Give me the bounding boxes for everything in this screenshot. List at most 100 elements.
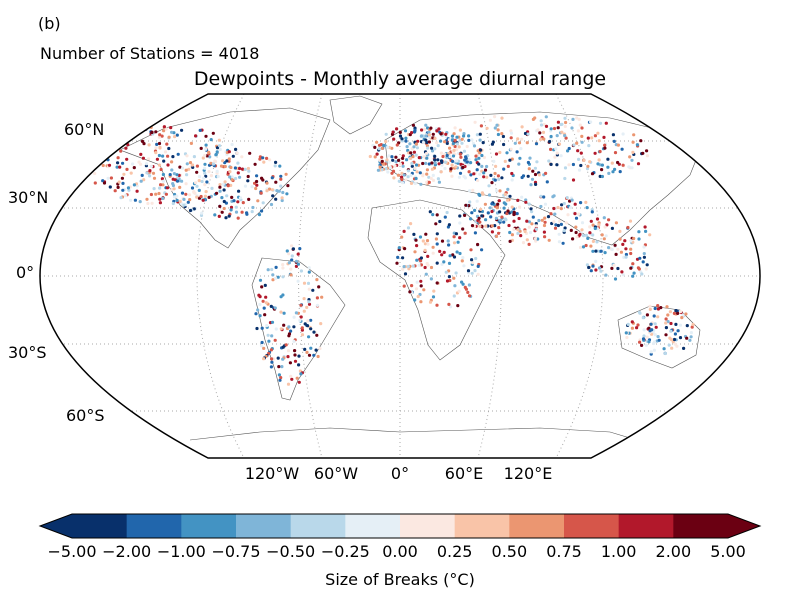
station-dot xyxy=(513,141,517,145)
station-dot xyxy=(411,155,415,159)
station-dot xyxy=(462,174,466,178)
station-dot xyxy=(555,151,559,155)
station-dot xyxy=(188,161,193,165)
station-dot xyxy=(469,248,473,252)
station-dot xyxy=(586,164,590,168)
station-dot xyxy=(225,159,229,163)
station-dot xyxy=(448,155,452,159)
station-dot xyxy=(173,192,177,197)
station-dot xyxy=(396,255,400,259)
station-dot xyxy=(647,326,651,330)
station-dot xyxy=(139,162,143,166)
station-dot xyxy=(423,265,427,270)
station-dot xyxy=(539,204,543,209)
station-dot xyxy=(459,155,463,159)
station-dot xyxy=(287,325,291,329)
station-dot xyxy=(554,223,558,227)
station-dot xyxy=(515,150,519,154)
station-dot xyxy=(480,214,484,218)
station-dot xyxy=(213,213,217,217)
station-dot xyxy=(279,177,283,181)
station-dot xyxy=(204,147,208,151)
station-dot xyxy=(203,154,207,158)
station-dot xyxy=(401,154,405,158)
station-dot xyxy=(240,167,245,171)
station-dot xyxy=(630,166,634,170)
station-dot xyxy=(201,156,205,160)
station-dot xyxy=(561,241,565,245)
station-dot xyxy=(573,212,577,216)
station-dot xyxy=(600,233,604,237)
station-dot xyxy=(124,133,128,137)
station-dot xyxy=(453,284,457,288)
station-dot xyxy=(510,157,514,161)
station-dot xyxy=(248,151,252,155)
station-dot xyxy=(540,218,544,222)
station-dot xyxy=(314,348,318,352)
station-dot xyxy=(490,224,494,228)
station-dot xyxy=(654,325,658,329)
station-dot xyxy=(425,151,429,155)
station-dot xyxy=(472,172,476,176)
station-dot xyxy=(645,263,649,267)
station-dot xyxy=(380,168,384,172)
station-dot xyxy=(176,152,180,156)
colorbar-tick-label: −0.75 xyxy=(211,542,261,561)
station-dot xyxy=(496,202,500,206)
station-dot xyxy=(222,188,226,192)
station-dot xyxy=(620,270,624,274)
station-dot xyxy=(230,178,234,182)
station-dot xyxy=(217,144,222,148)
station-dot xyxy=(455,142,460,146)
station-dot xyxy=(510,205,514,209)
station-dot xyxy=(640,343,644,347)
station-dot xyxy=(543,216,547,220)
station-dot xyxy=(506,209,510,213)
station-dot xyxy=(419,284,423,288)
station-dot xyxy=(318,346,322,351)
station-dot xyxy=(642,334,646,338)
station-dot xyxy=(300,326,304,330)
station-dot xyxy=(461,282,465,286)
station-dot xyxy=(250,185,254,189)
station-dot xyxy=(494,234,499,238)
station-dot xyxy=(391,130,395,134)
station-dot xyxy=(607,171,611,175)
station-dot xyxy=(463,213,467,217)
station-dot xyxy=(400,171,404,175)
station-dot xyxy=(275,189,279,193)
station-dot xyxy=(575,141,579,145)
station-dot xyxy=(401,156,405,160)
station-dot xyxy=(649,352,653,356)
station-dot xyxy=(376,168,380,172)
station-dot xyxy=(414,238,418,242)
station-dot xyxy=(178,185,182,189)
station-dot xyxy=(525,219,529,223)
station-dot xyxy=(539,123,544,127)
station-dot xyxy=(380,155,384,159)
station-dot xyxy=(433,147,437,151)
station-dot xyxy=(482,175,486,179)
station-dot xyxy=(419,259,423,263)
colorbar-segment xyxy=(290,514,346,538)
station-dot xyxy=(482,155,486,160)
station-dot xyxy=(435,213,439,217)
station-dot xyxy=(243,184,248,188)
station-dot xyxy=(678,336,683,340)
station-dot xyxy=(435,232,439,236)
station-dot xyxy=(165,142,169,146)
station-dot xyxy=(220,196,224,200)
station-dot xyxy=(597,139,601,143)
station-dot xyxy=(180,179,184,183)
station-dot xyxy=(285,249,289,253)
station-dot xyxy=(425,180,429,184)
station-dot xyxy=(504,202,508,206)
station-dot xyxy=(280,365,284,369)
station-dot xyxy=(305,350,309,354)
station-dot xyxy=(127,132,131,137)
station-dot xyxy=(478,132,482,136)
station-dot xyxy=(656,315,660,319)
station-dot xyxy=(544,171,548,175)
station-dot xyxy=(270,360,274,364)
station-dot xyxy=(590,172,595,176)
